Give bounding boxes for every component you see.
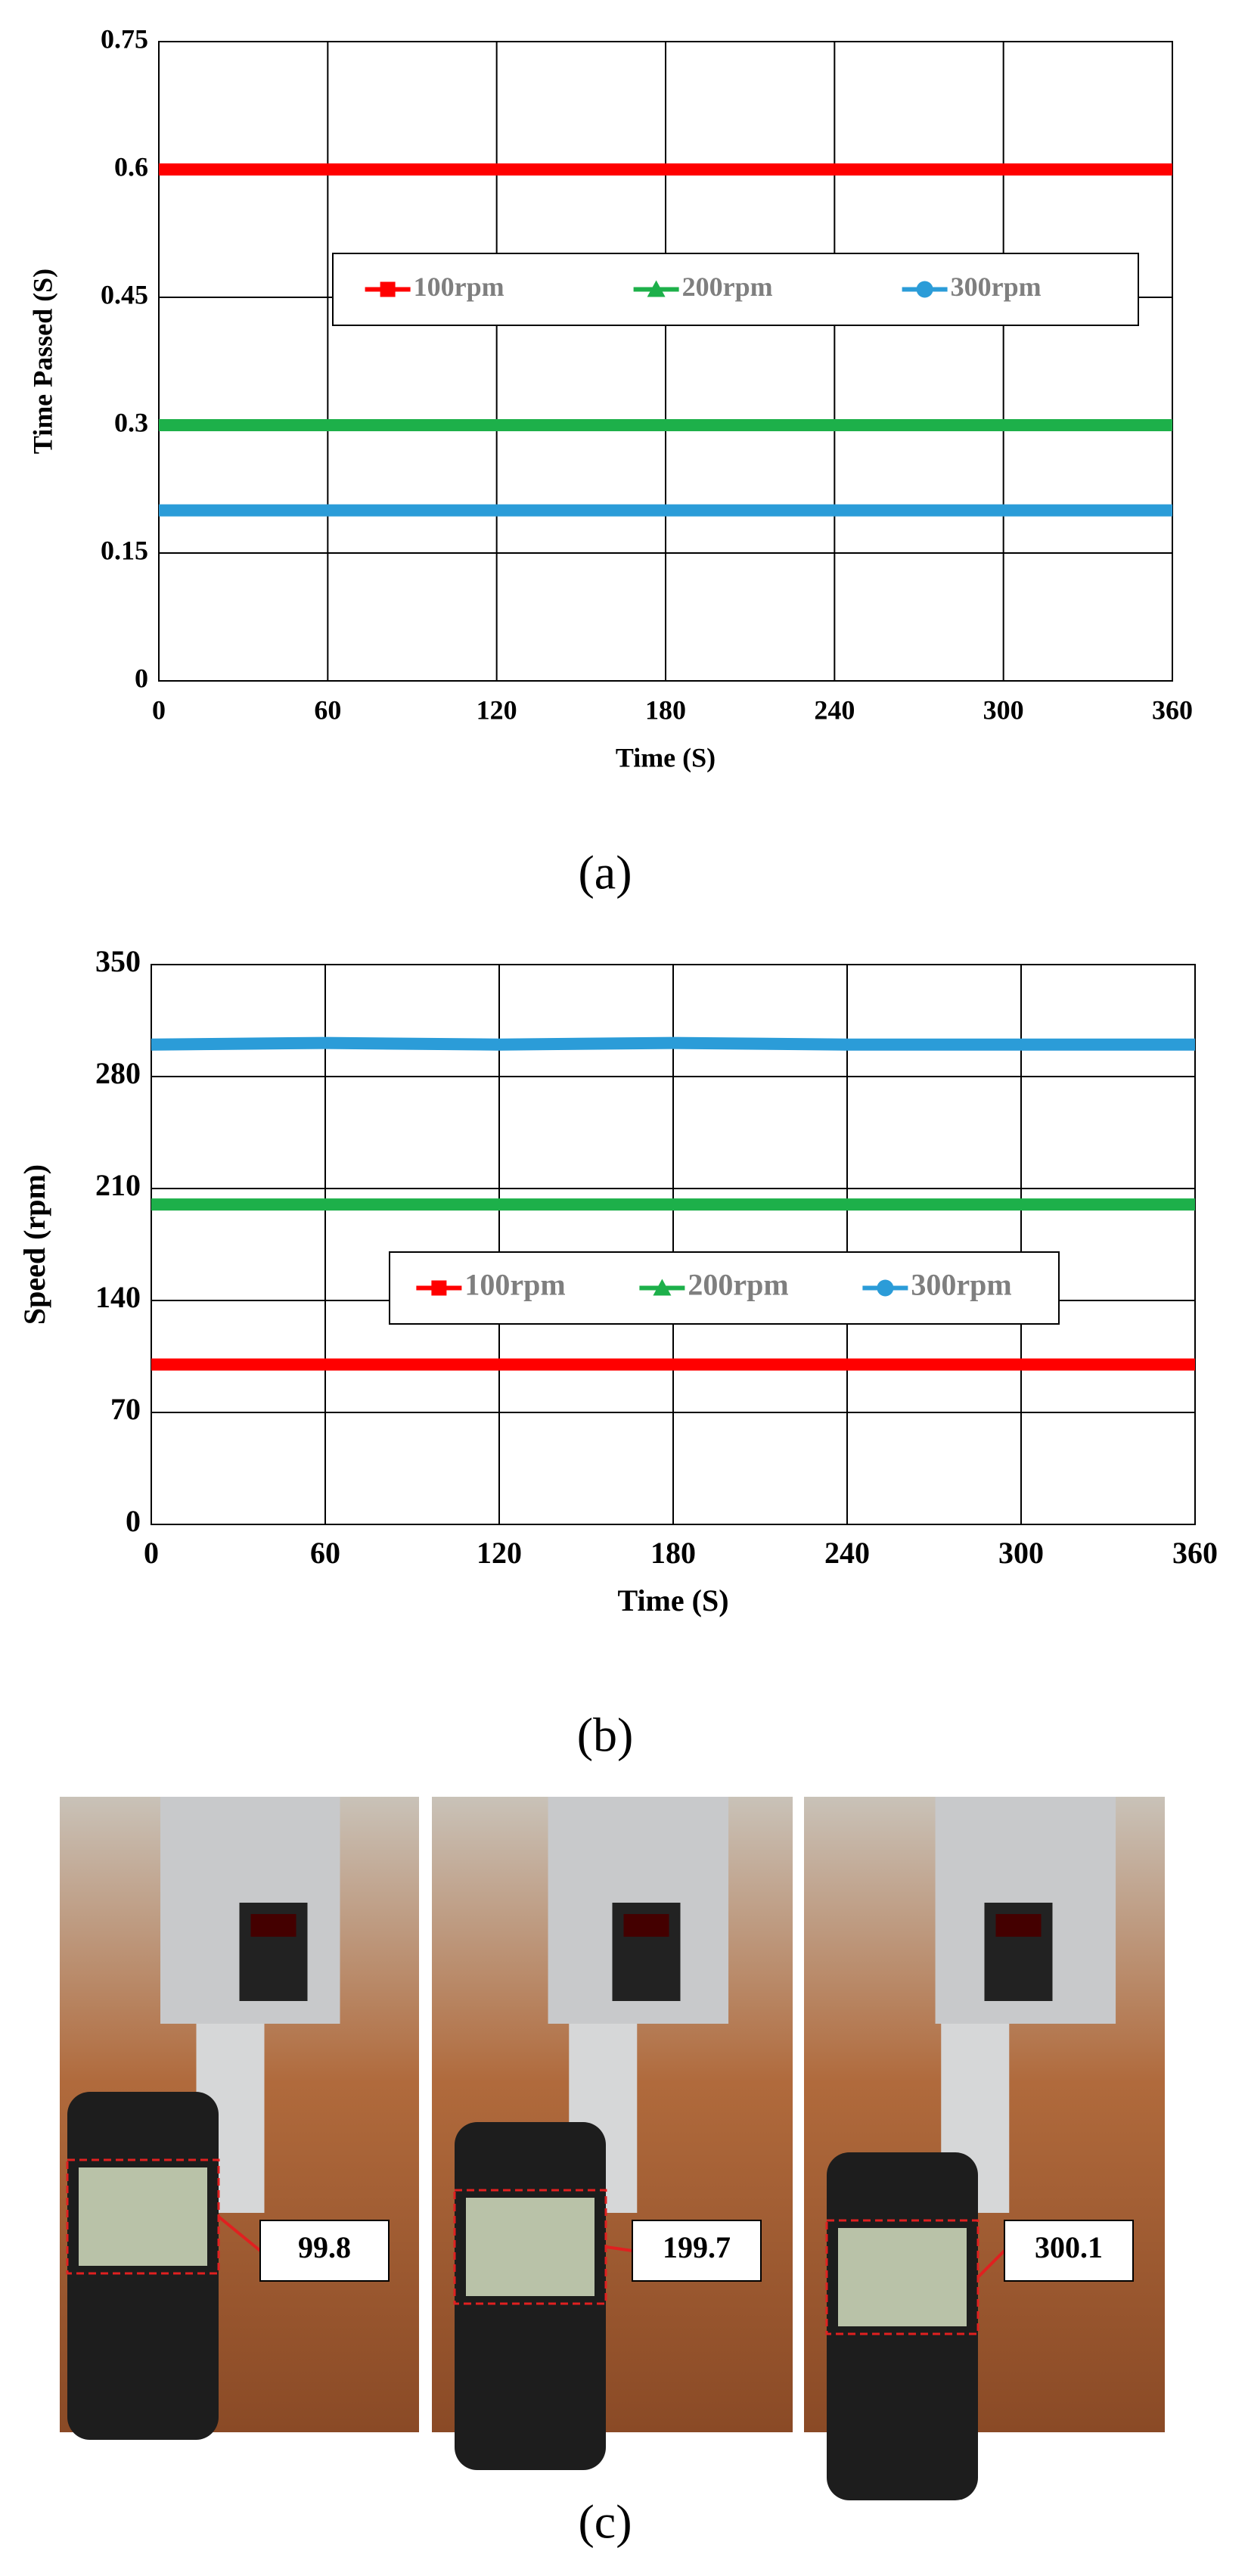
y-tick-label: 0.45 — [101, 279, 148, 309]
x-tick-label: 240 — [824, 1536, 870, 1570]
reading-box — [259, 2220, 390, 2282]
photos: 99.8 199.7 300.1 — [60, 1797, 1165, 2500]
x-axis-label: Time (S) — [617, 1583, 728, 1617]
legend-marker — [380, 281, 396, 297]
x-tick-label: 180 — [650, 1536, 696, 1570]
x-tick-label: 120 — [477, 1536, 522, 1570]
legend-marker — [431, 1280, 447, 1296]
y-tick-label: 280 — [95, 1056, 141, 1090]
tacho-screen — [79, 2167, 207, 2266]
y-tick-label: 0 — [135, 663, 148, 693]
reading-label: 199.7 — [663, 2230, 731, 2264]
arrow — [976, 2249, 1006, 2279]
x-tick-label: 0 — [144, 1536, 159, 1570]
legend-marker — [916, 281, 933, 298]
controller-display — [995, 1914, 1042, 1937]
y-tick-label: 0.75 — [101, 23, 148, 54]
legend-label: 300rpm — [911, 1268, 1011, 1302]
legend-label: 200rpm — [688, 1268, 788, 1302]
reading-label: 300.1 — [1035, 2230, 1103, 2264]
caption: (b) — [577, 1708, 634, 1762]
legend-label: 200rpm — [682, 272, 773, 302]
y-tick-label: 0 — [126, 1504, 141, 1538]
tacho-screen — [838, 2228, 967, 2326]
x-tick-label: 240 — [814, 694, 855, 725]
y-tick-label: 350 — [95, 944, 141, 978]
arrow — [217, 2215, 262, 2252]
x-tick-label: 300 — [998, 1536, 1044, 1570]
controller-display — [250, 1914, 296, 1937]
reading-box — [632, 2220, 762, 2282]
arrow — [605, 2245, 633, 2252]
y-tick-label: 70 — [110, 1392, 141, 1426]
legend-label: 100rpm — [414, 272, 504, 302]
x-tick-label: 60 — [314, 694, 341, 725]
x-tick-label: 60 — [310, 1536, 340, 1570]
reading-box — [1004, 2220, 1134, 2282]
legend — [332, 253, 1139, 326]
legend-marker — [653, 1279, 672, 1296]
y-tick-label: 0.3 — [114, 407, 148, 437]
x-tick-label: 360 — [1152, 694, 1193, 725]
legend-label: 300rpm — [951, 272, 1042, 302]
tacho-screen — [466, 2198, 595, 2296]
x-tick-label: 360 — [1172, 1536, 1218, 1570]
caption: (a) — [578, 846, 632, 900]
y-axis-label: Speed (rpm) — [17, 1164, 51, 1325]
y-axis-label: Time Passed (S) — [27, 269, 57, 454]
x-tick-label: 120 — [477, 694, 517, 725]
y-tick-label: 210 — [95, 1168, 141, 1202]
y-tick-label: 0.6 — [114, 151, 148, 182]
x-axis-label: Time (S) — [616, 742, 716, 772]
y-tick-label: 0.15 — [101, 535, 148, 565]
x-tick-label: 0 — [152, 694, 166, 725]
x-tick-label: 180 — [645, 694, 686, 725]
controller-display — [623, 1914, 669, 1937]
reading-label: 99.8 — [298, 2230, 351, 2264]
legend — [389, 1251, 1060, 1325]
legend-marker — [647, 280, 666, 297]
y-tick-label: 140 — [95, 1280, 141, 1314]
series-line — [151, 1036, 1195, 1051]
caption: (c) — [578, 2495, 632, 2549]
x-tick-label: 300 — [983, 694, 1024, 725]
legend-marker — [877, 1279, 894, 1297]
legend-label: 100rpm — [464, 1268, 565, 1302]
